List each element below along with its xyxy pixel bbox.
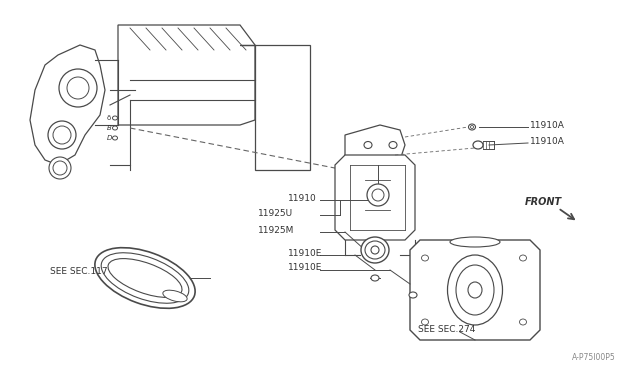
Ellipse shape (113, 126, 118, 130)
Ellipse shape (372, 189, 384, 201)
Text: 11910A: 11910A (530, 137, 565, 145)
Ellipse shape (113, 116, 118, 120)
Ellipse shape (468, 124, 476, 130)
Text: 11925U: 11925U (258, 208, 293, 218)
Ellipse shape (371, 275, 379, 281)
Polygon shape (335, 155, 415, 240)
Ellipse shape (389, 141, 397, 148)
Ellipse shape (49, 157, 71, 179)
Ellipse shape (48, 121, 76, 149)
Ellipse shape (113, 136, 118, 140)
Ellipse shape (520, 319, 527, 325)
Polygon shape (30, 45, 105, 165)
Ellipse shape (456, 265, 494, 315)
Ellipse shape (367, 184, 389, 206)
Text: SEE SEC.274: SEE SEC.274 (418, 326, 476, 334)
Polygon shape (240, 45, 310, 170)
Text: SEE SEC.117: SEE SEC.117 (50, 267, 108, 276)
Ellipse shape (67, 77, 89, 99)
Polygon shape (410, 240, 540, 340)
Ellipse shape (53, 161, 67, 175)
Ellipse shape (447, 255, 502, 325)
Ellipse shape (364, 141, 372, 148)
Text: 11910A: 11910A (530, 121, 565, 129)
Ellipse shape (470, 125, 474, 128)
Text: 11910E: 11910E (288, 248, 323, 257)
Text: FRONT: FRONT (525, 197, 562, 207)
Text: 11925M: 11925M (258, 225, 294, 234)
Ellipse shape (422, 255, 429, 261)
Text: B: B (107, 125, 112, 131)
Ellipse shape (450, 237, 500, 247)
Ellipse shape (520, 255, 527, 261)
Text: ð: ð (107, 115, 111, 121)
Ellipse shape (59, 69, 97, 107)
Ellipse shape (409, 292, 417, 298)
Ellipse shape (163, 290, 187, 302)
Ellipse shape (473, 141, 483, 149)
Ellipse shape (365, 241, 385, 259)
Text: A-P75l00P5: A-P75l00P5 (572, 353, 616, 362)
Text: D: D (107, 135, 113, 141)
Text: 11910E: 11910E (288, 263, 323, 273)
Ellipse shape (95, 248, 195, 308)
Ellipse shape (101, 253, 189, 303)
Ellipse shape (53, 126, 71, 144)
Ellipse shape (371, 246, 379, 254)
Polygon shape (345, 125, 405, 165)
Ellipse shape (422, 319, 429, 325)
Ellipse shape (468, 282, 482, 298)
Ellipse shape (108, 259, 182, 297)
Ellipse shape (361, 237, 389, 263)
Polygon shape (118, 25, 255, 125)
Text: 11910: 11910 (288, 193, 317, 202)
